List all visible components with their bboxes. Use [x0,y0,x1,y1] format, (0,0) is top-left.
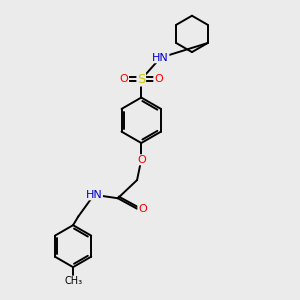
Text: O: O [138,204,147,214]
Text: O: O [154,74,163,84]
Text: CH₃: CH₃ [64,276,82,286]
Text: O: O [137,155,146,165]
Text: HN: HN [152,53,169,63]
Text: S: S [137,73,146,86]
Text: HN: HN [86,190,102,200]
Text: O: O [120,74,128,84]
